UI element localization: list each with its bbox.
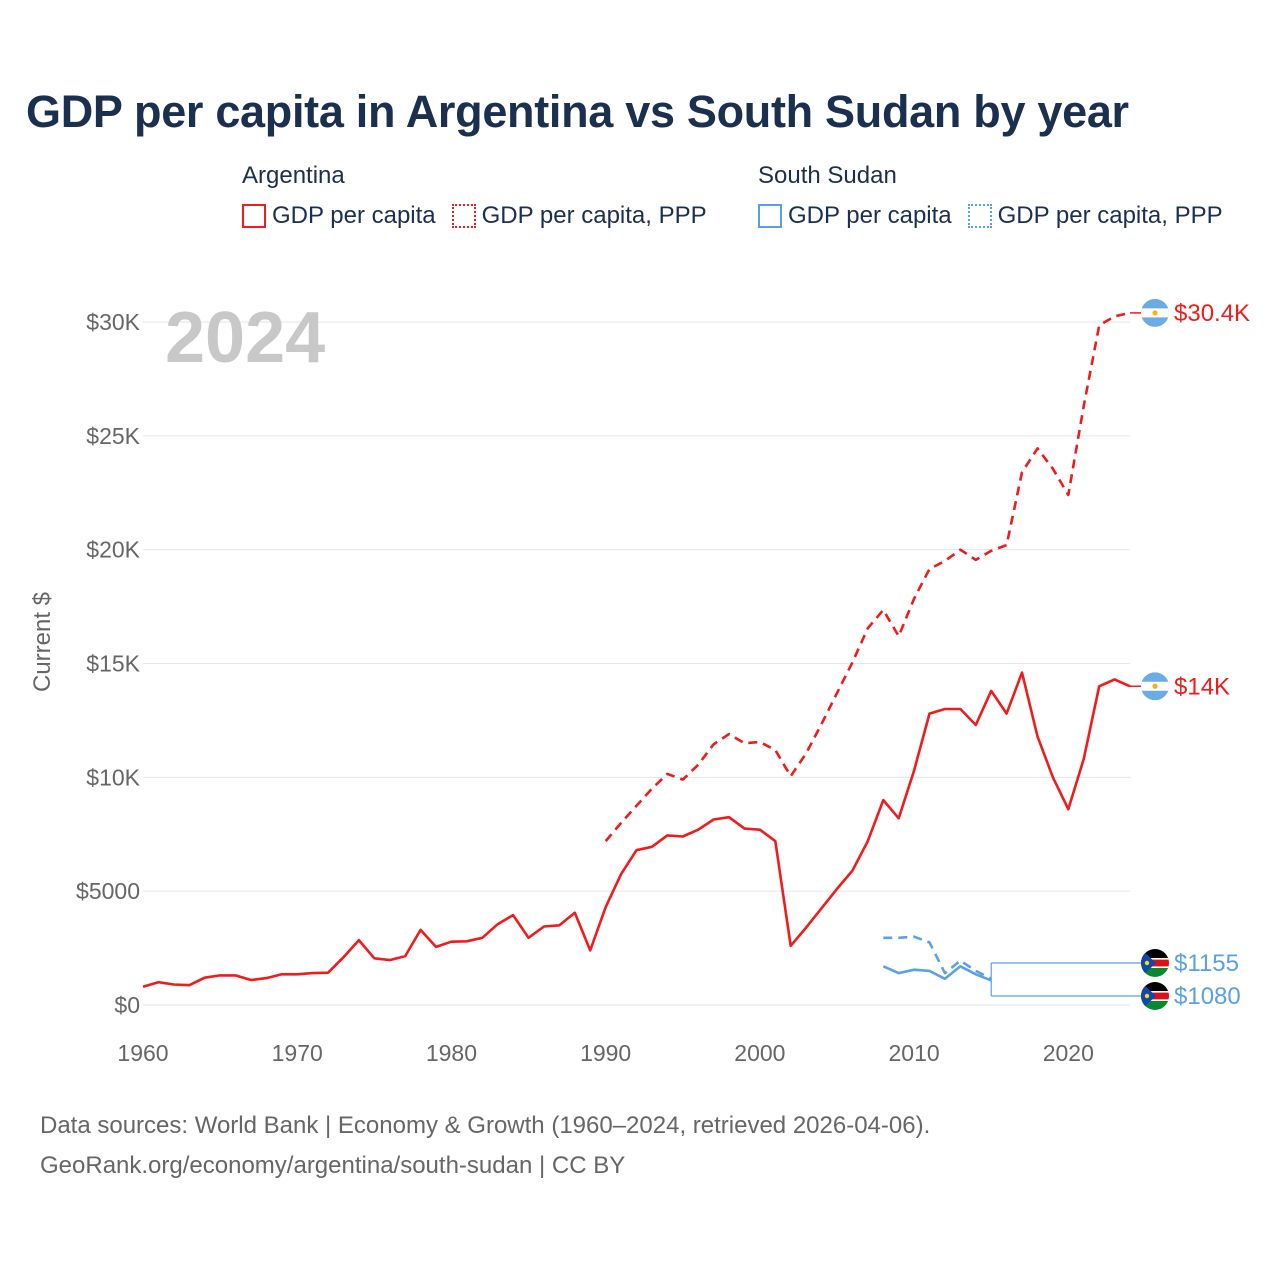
year-watermark: 2024: [165, 298, 325, 378]
chart-title: GDP per capita in Argentina vs South Sud…: [26, 86, 1129, 137]
y-tick-label: $15K: [86, 651, 140, 677]
end-value-label: $1080: [1174, 983, 1241, 1010]
end-labels: $14K $30.4K $1080 $1155: [1141, 298, 1250, 1010]
y-tick-label: $25K: [86, 423, 140, 449]
legend-item-south-sudan-gdp-ppp[interactable]: GDP per capita, PPP: [967, 202, 1223, 230]
x-tick-label: 1980: [426, 1040, 477, 1066]
flag-stripes: [1141, 672, 1169, 701]
end-value-label: $14K: [1174, 673, 1230, 700]
legend-item-label: GDP per capita: [788, 202, 952, 229]
legend-swatch-solid-icon: [758, 204, 782, 228]
axes: $0 $5000 $10K $15K $20K $25K $30K 1960 1970 1980 1…: [76, 309, 1094, 1066]
series-line: [604, 311, 1131, 842]
flag-stripe: [1141, 968, 1169, 977]
legend-country-label: South Sudan: [758, 162, 897, 189]
flag-stripe: [1141, 991, 1169, 993]
x-tick-label: 2000: [734, 1040, 785, 1066]
argentina-flag-icon: [1141, 298, 1169, 327]
end-value-label: $30.4K: [1174, 300, 1250, 327]
flag-stripe: [1141, 1001, 1169, 1010]
y-tick-label: $20K: [86, 537, 140, 563]
flag-stripes: [1141, 298, 1169, 327]
legend-item-argentina-gdp[interactable]: GDP per capita: [242, 202, 436, 230]
flag-stripes: [1141, 982, 1169, 1010]
x-tick-label: 2010: [889, 1040, 940, 1066]
legend-item-argentina-gdp-ppp[interactable]: GDP per capita, PPP: [451, 202, 707, 230]
series-line: [883, 935, 992, 980]
series-line: [142, 671, 1131, 989]
label-connectors: [990, 312, 1141, 997]
flag-stripe: [1141, 966, 1169, 968]
end-value-label: $1155: [1174, 950, 1239, 977]
legend-item-label: GDP per capita, PPP: [997, 202, 1223, 229]
flag-stripes: [1141, 949, 1169, 977]
x-tick-label: 1990: [580, 1040, 631, 1066]
y-tick-label: $30K: [86, 309, 140, 335]
argentina-flag-icon: [1141, 672, 1169, 701]
footer: Data sources: World Bank | Economy & Gro…: [40, 1106, 930, 1186]
legend-item-label: GDP per capita: [272, 202, 436, 229]
legend-group-south-sudan: South Sudan GDP per capita GDP per capit…: [758, 162, 1239, 230]
footer-sources: Data sources: World Bank | Economy & Gro…: [40, 1112, 931, 1139]
legend-swatch-dotted-icon: [967, 204, 992, 228]
legend-swatch-solid-icon: [242, 204, 266, 228]
south-sudan-flag-icon: [1141, 949, 1169, 977]
flag-stripe: [1141, 999, 1169, 1001]
legend-group-argentina: Argentina GDP per capita GDP per capita,…: [242, 162, 723, 230]
series-lines: [142, 311, 1131, 989]
y-tick-label: $0: [114, 992, 140, 1018]
south-sudan-flag-icon: [1141, 982, 1169, 1010]
x-tick-label: 2020: [1043, 1040, 1094, 1066]
grid: [143, 321, 1130, 1006]
legend-country-label: Argentina: [242, 162, 345, 189]
flag-sun: [1152, 310, 1158, 316]
footer-attribution: GeoRank.org/economy/argentina/south-suda…: [40, 1152, 626, 1179]
flag-stripe: [1141, 958, 1169, 960]
flag-sun: [1152, 683, 1158, 689]
legend-swatch-dotted-icon: [451, 204, 476, 228]
x-tick-label: 1970: [272, 1040, 323, 1066]
flag-star: [1144, 960, 1150, 966]
x-tick-label: 1960: [117, 1040, 168, 1066]
legend-item-south-sudan-gdp[interactable]: GDP per capita: [758, 202, 952, 230]
flag-stripe: [1141, 949, 1169, 958]
y-tick-label: $10K: [86, 764, 140, 790]
legend-item-label: GDP per capita, PPP: [481, 202, 707, 229]
series-line: [882, 964, 992, 982]
flag-star: [1144, 993, 1150, 999]
y-tick-label: $5000: [76, 878, 140, 904]
flag-stripe: [1141, 982, 1169, 991]
y-axis-label: Current $: [29, 592, 56, 692]
